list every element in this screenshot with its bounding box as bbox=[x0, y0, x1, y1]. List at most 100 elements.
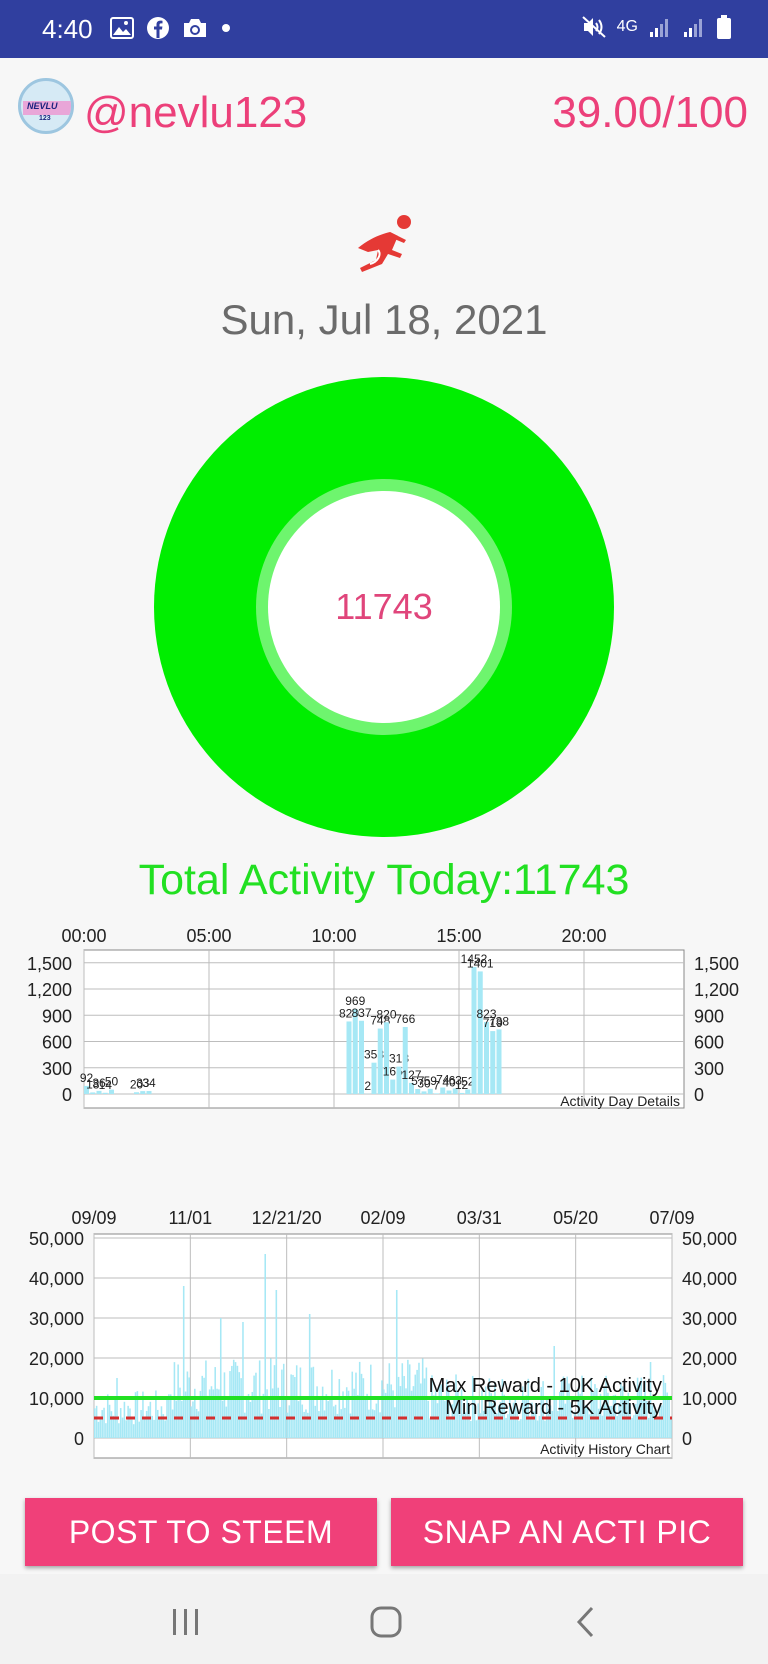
post-to-steem-button[interactable]: POST TO STEEM bbox=[25, 1498, 377, 1566]
history-chart-bar bbox=[605, 1375, 607, 1438]
history-chart-bar bbox=[101, 1410, 103, 1438]
history-chart-bar bbox=[575, 1415, 578, 1438]
history-chart-bar bbox=[118, 1423, 120, 1438]
history-chart-bar bbox=[457, 1390, 459, 1438]
dot-icon bbox=[222, 24, 230, 32]
history-chart-bar bbox=[553, 1346, 555, 1438]
day-chart-bar bbox=[396, 1066, 402, 1094]
history-chart-bar bbox=[355, 1372, 357, 1438]
day-chart-bar bbox=[352, 1009, 358, 1094]
history-chart-bar bbox=[147, 1406, 150, 1438]
day-chart-y-tick-right: 900 bbox=[694, 1006, 724, 1026]
history-chart-bar bbox=[523, 1400, 526, 1438]
history-chart-bar bbox=[486, 1407, 489, 1438]
day-chart-y-tick-right: 1,500 bbox=[694, 954, 739, 974]
history-chart-bar bbox=[168, 1394, 170, 1438]
history-chart-bar bbox=[614, 1394, 617, 1438]
history-chart-bar bbox=[436, 1403, 439, 1438]
history-chart-bar bbox=[94, 1408, 96, 1438]
recent-apps-button[interactable] bbox=[156, 1592, 216, 1652]
history-chart-bar bbox=[162, 1414, 165, 1438]
day-chart-bar-label: 820 bbox=[376, 1007, 396, 1021]
runner-icon bbox=[358, 215, 411, 272]
history-chart-bar bbox=[218, 1389, 220, 1438]
day-chart-bar bbox=[346, 1021, 352, 1094]
back-button[interactable] bbox=[556, 1592, 616, 1652]
history-chart-bar bbox=[464, 1412, 467, 1438]
day-chart-bar bbox=[496, 1029, 502, 1094]
history-chart-bar bbox=[581, 1375, 583, 1438]
history-chart-bar bbox=[216, 1388, 218, 1438]
history-chart-bar bbox=[596, 1388, 598, 1438]
history-chart-bar bbox=[449, 1419, 452, 1438]
history-chart-bar bbox=[184, 1391, 187, 1438]
history-chart-bar bbox=[305, 1409, 307, 1438]
day-chart-bar-label: 14 bbox=[99, 1078, 113, 1092]
history-chart-x-tick: 05/20 bbox=[553, 1208, 598, 1228]
avatar-band bbox=[23, 101, 71, 115]
history-chart-bar bbox=[420, 1383, 422, 1438]
history-chart-bar bbox=[249, 1401, 252, 1438]
history-chart-bar bbox=[586, 1406, 589, 1438]
avatar[interactable]: NEVLU 123 bbox=[18, 78, 74, 134]
history-chart-bar bbox=[508, 1398, 511, 1438]
history-chart-y-tick-right: 10,000 bbox=[682, 1389, 737, 1409]
day-chart-bar-label: 52 bbox=[461, 1074, 475, 1088]
history-chart-bar bbox=[558, 1391, 561, 1438]
score: 39.00/100 bbox=[552, 88, 748, 137]
history-chart-bar bbox=[353, 1388, 355, 1438]
history-chart-bar bbox=[136, 1391, 139, 1438]
history-chart-bar bbox=[609, 1405, 611, 1438]
history-chart-bar bbox=[119, 1408, 122, 1438]
history-chart-bar bbox=[377, 1396, 379, 1438]
history-chart-bar bbox=[627, 1392, 630, 1438]
history-chart-bar bbox=[116, 1378, 118, 1438]
history-chart-bar bbox=[179, 1387, 181, 1438]
history-chart-bar bbox=[97, 1421, 100, 1438]
history-chart-bar bbox=[392, 1390, 394, 1438]
history-chart-bar bbox=[473, 1397, 476, 1438]
history-chart-bar bbox=[127, 1405, 129, 1438]
history-chart-bar bbox=[366, 1393, 368, 1438]
history-chart-bar bbox=[442, 1397, 444, 1438]
history-chart-bar bbox=[123, 1401, 126, 1438]
snap-acti-pic-button[interactable]: SNAP AN ACTI PIC bbox=[391, 1498, 743, 1566]
day-chart-bar-label: 1452 bbox=[461, 952, 488, 966]
date-label: Sun, Jul 18, 2021 bbox=[220, 296, 548, 343]
history-chart-bar bbox=[588, 1414, 591, 1438]
history-chart-bar bbox=[560, 1379, 563, 1438]
history-chart-bar bbox=[408, 1364, 411, 1438]
history-chart-bar bbox=[427, 1400, 430, 1438]
activity-history-chart: 0 0 10,000 10,000 20,000 20,000 30,000 30,000 40… bbox=[29, 1208, 737, 1459]
history-chart-bar bbox=[329, 1397, 331, 1438]
history-chart-bar bbox=[129, 1408, 131, 1438]
history-chart-bar bbox=[303, 1411, 305, 1438]
history-chart-bar bbox=[458, 1414, 461, 1438]
history-chart-bar bbox=[479, 1413, 481, 1438]
history-chart-bar bbox=[662, 1375, 665, 1438]
history-chart-bar bbox=[201, 1375, 204, 1438]
home-button[interactable] bbox=[356, 1592, 416, 1652]
history-chart-bar bbox=[314, 1405, 317, 1438]
history-chart-bar bbox=[247, 1393, 250, 1438]
history-chart-bar bbox=[610, 1405, 613, 1438]
activity-day-chart: 0 0 300 300 600 600 900 900 1,200 1,200 1,500 1,500… bbox=[27, 926, 739, 1109]
avatar-text-top: NEVLU bbox=[27, 101, 58, 111]
history-chart-bar bbox=[496, 1413, 498, 1438]
history-chart-bar bbox=[108, 1404, 111, 1438]
facebook-icon bbox=[147, 17, 169, 39]
history-chart-bar bbox=[299, 1367, 302, 1438]
day-chart-x-tick: 10:00 bbox=[311, 926, 356, 946]
history-chart-bar bbox=[301, 1404, 304, 1438]
avatar-text-bottom: 123 bbox=[39, 115, 51, 122]
history-chart-bar bbox=[244, 1412, 246, 1438]
history-chart-bar bbox=[455, 1374, 457, 1438]
history-chart-bar bbox=[538, 1415, 541, 1438]
history-chart-bar bbox=[360, 1373, 363, 1438]
history-chart-bar bbox=[327, 1401, 329, 1438]
history-chart-bar bbox=[236, 1365, 239, 1438]
history-chart-bar bbox=[505, 1417, 507, 1438]
day-chart-y-tick-left: 900 bbox=[42, 1006, 72, 1026]
day-chart-bar bbox=[102, 1092, 108, 1094]
history-chart-bar bbox=[440, 1384, 442, 1438]
